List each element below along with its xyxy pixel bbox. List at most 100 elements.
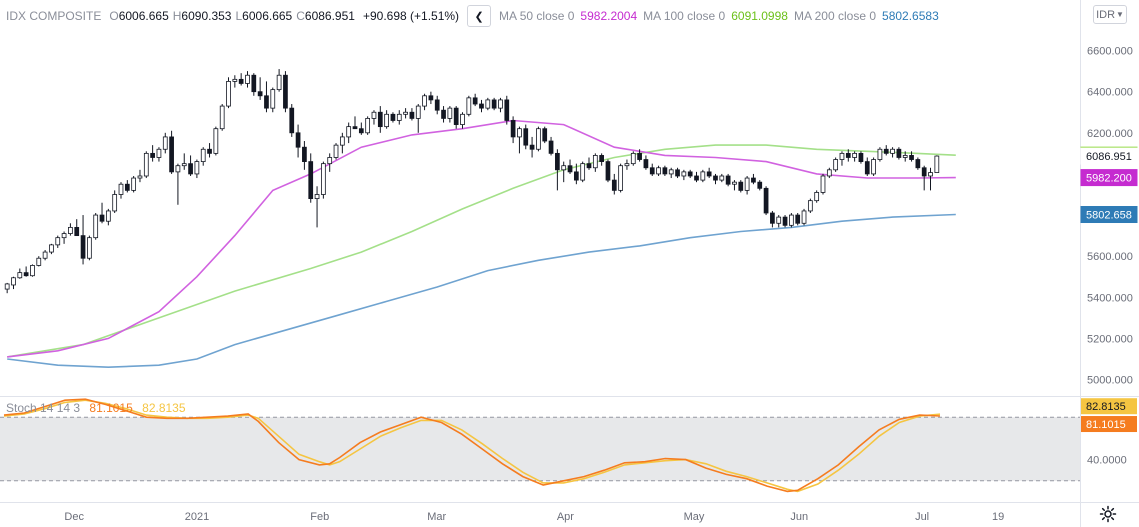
candle	[156, 147, 162, 162]
candle-body-up	[321, 163, 326, 195]
candle	[422, 93, 427, 111]
candle-body-down	[725, 175, 731, 185]
candle	[358, 122, 364, 135]
candle-body-up	[314, 194, 320, 200]
stoch-k-value: 81.1015	[89, 401, 133, 415]
open-value: 6006.665	[118, 9, 169, 23]
candle-body-up	[485, 99, 491, 109]
candle	[371, 110, 377, 125]
stoch-legend[interactable]: Stoch 14 14 3 81.1015 82.8135	[6, 401, 186, 415]
candle-body-up	[890, 148, 895, 154]
candle-body-down	[555, 152, 560, 171]
stoch-value-label-text: 81.1015	[1086, 419, 1126, 431]
candle	[871, 157, 876, 176]
candle-body-up	[371, 111, 377, 119]
candle	[485, 97, 491, 111]
candle	[643, 155, 649, 170]
candle-body-down	[352, 126, 358, 130]
candle	[238, 73, 244, 86]
candle	[472, 93, 478, 107]
candle	[561, 161, 567, 183]
candle	[460, 112, 465, 129]
candle	[213, 126, 219, 156]
candle	[409, 108, 415, 121]
candle	[428, 91, 434, 105]
candle	[548, 136, 554, 156]
candle	[251, 73, 257, 96]
time-tick-label: Feb	[310, 511, 329, 523]
candle-body-up	[789, 214, 794, 226]
price-label: 5802.658	[1080, 206, 1138, 224]
candle	[675, 167, 680, 179]
price-axis[interactable]: 6600.0006400.0006200.0006000.0005800.000…	[1080, 46, 1138, 467]
candle	[700, 169, 706, 183]
candle	[68, 223, 73, 236]
candle-body-down	[169, 136, 174, 173]
candle-body-down	[662, 167, 668, 175]
candle-body-up	[820, 175, 826, 193]
time-axis[interactable]: Dec 2021 Feb Mar Apr May Jun Jul 19	[64, 511, 1004, 523]
stoch-d-value: 82.8135	[142, 401, 186, 415]
candle-body-down	[845, 152, 851, 158]
candle	[434, 95, 440, 115]
candle-body-down	[523, 128, 529, 146]
stoch-value-label-text: 82.8135	[1086, 401, 1126, 413]
candle-body-up	[118, 183, 124, 195]
candle-body-down	[573, 171, 579, 181]
candle-body-up	[656, 167, 661, 175]
candle-body-up	[175, 165, 181, 173]
candle-body-up	[213, 128, 219, 154]
candle	[902, 151, 908, 162]
price-label: 5982.200	[1080, 169, 1138, 187]
time-tick-label: Dec	[64, 511, 84, 523]
candle	[112, 190, 118, 213]
candle	[896, 147, 902, 160]
candle	[352, 116, 358, 130]
candle	[915, 157, 921, 170]
ma100-legend[interactable]: MA 100 close 0 6091.0998	[643, 9, 788, 23]
candle-body-down	[264, 95, 269, 109]
candle-body-down	[738, 181, 744, 191]
candle	[592, 153, 598, 172]
price-label-text: 5802.658	[1086, 210, 1132, 222]
candle-body-down	[302, 146, 307, 162]
candle-body-down	[251, 74, 257, 93]
candle	[782, 215, 788, 228]
collapse-legend-button[interactable]: ❮	[467, 5, 492, 27]
currency-button[interactable]: IDR ▼	[1093, 5, 1127, 24]
candle	[453, 106, 459, 129]
price-label-bg	[1080, 169, 1138, 187]
gear-icon[interactable]	[1099, 505, 1117, 523]
ma50-legend[interactable]: MA 50 close 0 5982.2004	[499, 9, 637, 23]
candle	[611, 173, 617, 195]
candle	[11, 276, 16, 290]
candle-body-down	[308, 161, 314, 200]
candle-body-up	[630, 152, 636, 165]
open-label: O	[109, 9, 119, 23]
candle-body-down	[409, 111, 415, 119]
candle	[744, 175, 750, 195]
candle	[713, 173, 718, 185]
candle	[845, 149, 851, 162]
candle	[245, 71, 250, 88]
candle	[770, 210, 775, 228]
candle	[377, 106, 383, 133]
moving-average-layer	[7, 119, 956, 369]
ma200-legend[interactable]: MA 200 close 0 5802.6583	[794, 9, 939, 23]
candle-body-down	[763, 187, 769, 214]
candle	[510, 116, 516, 144]
stoch-value-label-bg	[1081, 416, 1137, 433]
candle	[833, 157, 839, 172]
symbol-name[interactable]: IDX COMPOSITE	[6, 9, 102, 23]
candle	[517, 126, 522, 154]
candle-body-up	[181, 163, 187, 167]
time-tick-label: 2021	[185, 511, 209, 523]
high-label: H	[172, 9, 182, 23]
candle-body-up	[877, 148, 883, 160]
candle	[124, 180, 130, 193]
candle	[681, 169, 687, 181]
candle	[137, 169, 143, 183]
candle-body-up	[30, 265, 35, 277]
candle	[706, 167, 712, 179]
